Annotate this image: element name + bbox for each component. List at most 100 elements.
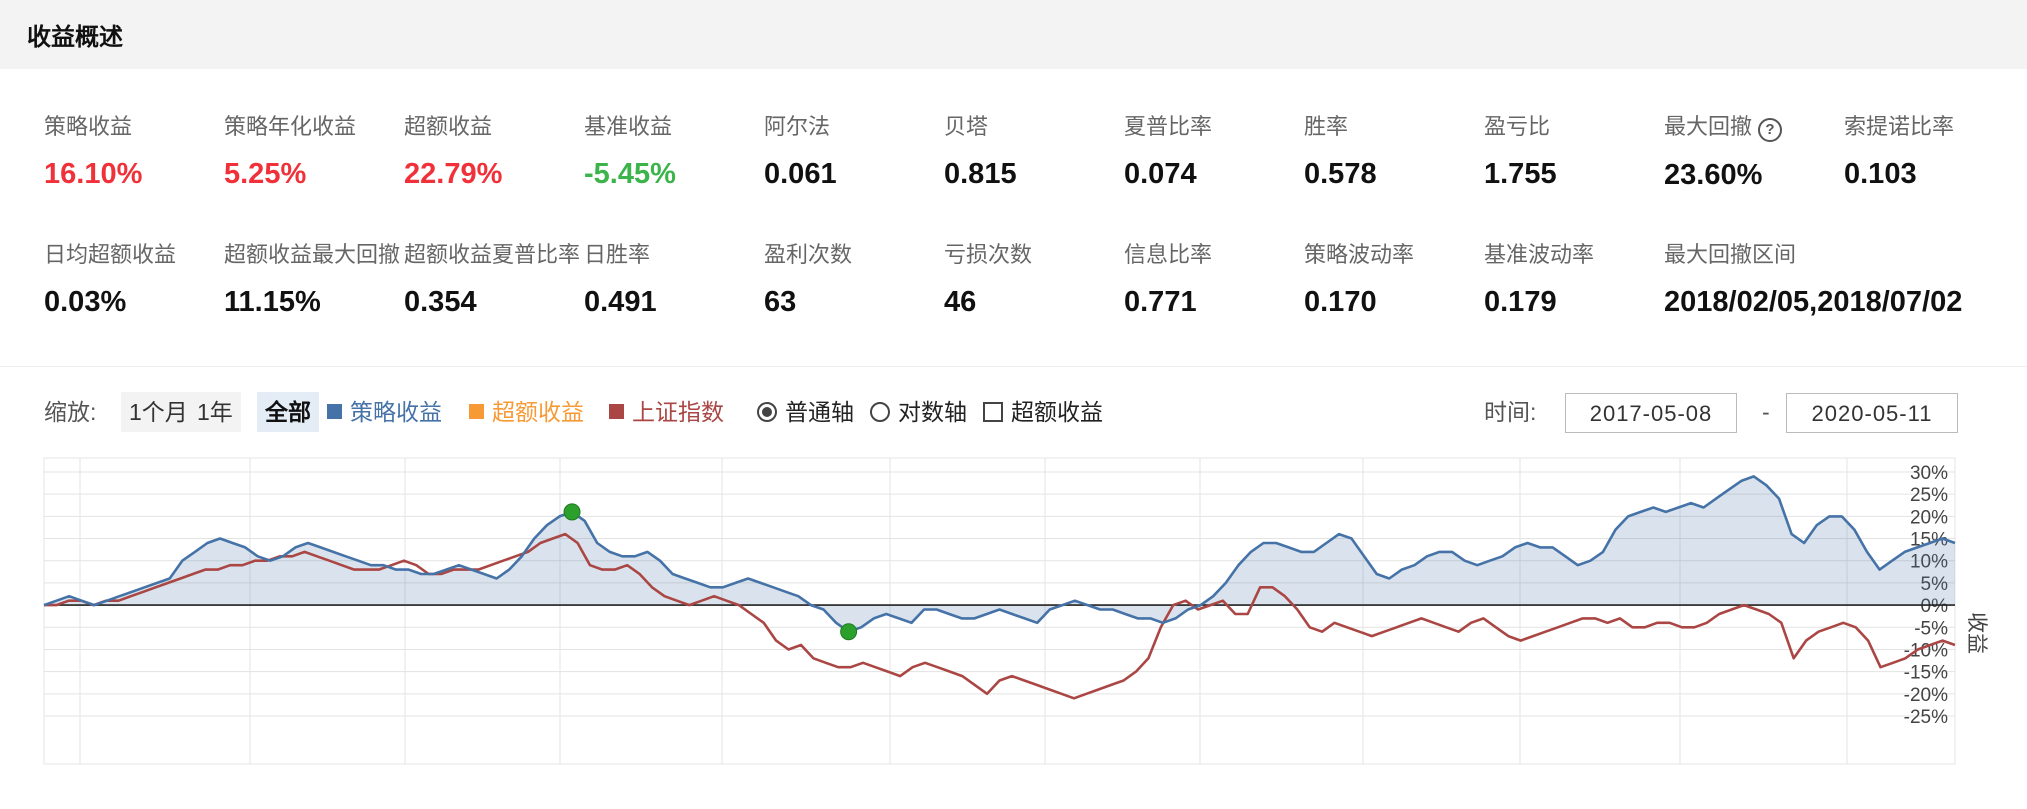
zoom-label: 缩放: xyxy=(44,399,97,425)
metric-label: 夏普比率 xyxy=(1124,114,1213,139)
metric-value: 0.179 xyxy=(1484,286,1557,318)
section-title: 收益概述 xyxy=(27,24,123,51)
metric-value: 2018/02/05,2018/07/02 xyxy=(1664,286,1963,318)
y-tick-label: 0% xyxy=(1921,596,1949,617)
metrics-panel: 策略收益 16.10% 策略年化收益 5.25% 超额收益 22.79% 基准收益 -5.45… xyxy=(0,69,2027,367)
metric-label: 盈利次数 xyxy=(764,242,853,267)
metric-label: 基准收益 xyxy=(584,114,673,139)
y-tick-label: -5% xyxy=(1914,618,1948,639)
legend-swatch-strategy xyxy=(327,404,342,420)
start-date-input[interactable]: 2017-05-08 xyxy=(1565,393,1737,433)
legend-item-benchmark[interactable]: 上证指数 xyxy=(609,392,724,432)
y-tick-label: 20% xyxy=(1910,507,1948,528)
metric-label: 策略收益 xyxy=(44,114,133,139)
metric-label: 胜率 xyxy=(1304,114,1349,139)
y-tick-label: 25% xyxy=(1910,485,1948,506)
metric-value: 23.60% xyxy=(1664,158,1763,191)
metric-label: 超额收益 xyxy=(404,114,493,139)
excess-return-checkbox[interactable]: 超额收益 xyxy=(983,392,1103,432)
metric-item: 信息比率 0.771 xyxy=(1124,237,1314,319)
metric-item: 夏普比率 0.074 xyxy=(1124,109,1314,191)
linear-axis-radio[interactable]: 普通轴 xyxy=(757,392,854,432)
y-tick-label: 10% xyxy=(1910,552,1948,573)
metric-label: 策略年化收益 xyxy=(224,114,357,139)
drawdown-marker xyxy=(840,623,858,641)
checkbox-icon xyxy=(983,401,1003,422)
metric-item: 盈亏比 1.755 xyxy=(1484,109,1674,191)
zoom-all-button[interactable]: 全部 xyxy=(257,392,319,432)
metric-value: 0.03% xyxy=(44,286,127,318)
metric-value: 0.354 xyxy=(404,286,477,318)
series-line-1 xyxy=(44,532,1956,700)
metric-value: 0.815 xyxy=(944,158,1017,190)
y-tick-label: -15% xyxy=(1904,663,1948,684)
y-tick-label: -10% xyxy=(1904,640,1948,661)
metric-item: 索提诺比率 0.103 xyxy=(1844,109,2027,191)
metric-value: 11.15% xyxy=(224,286,321,318)
y-tick-label: -20% xyxy=(1904,685,1948,706)
metric-label: 日胜率 xyxy=(584,242,651,267)
y-axis-label: 收益 xyxy=(1965,612,1988,654)
legend-item-strategy[interactable]: 策略收益 xyxy=(327,392,442,432)
metric-label: 盈亏比 xyxy=(1484,114,1551,139)
metric-label: 贝塔 xyxy=(944,114,989,139)
series-area-0 xyxy=(44,476,1955,632)
metric-item: 亏损次数 46 xyxy=(944,237,1134,319)
zoom-1y-button[interactable]: 1年 xyxy=(189,392,241,432)
metric-value: 22.79% xyxy=(404,158,503,190)
metric-item: 阿尔法 0.061 xyxy=(764,109,954,191)
metric-label: 策略波动率 xyxy=(1304,242,1415,267)
y-tick-label: 30% xyxy=(1910,463,1948,484)
question-circle-icon[interactable]: ? xyxy=(1758,117,1783,142)
log-axis-radio[interactable]: 对数轴 xyxy=(870,392,967,432)
metric-item: 策略年化收益 5.25% xyxy=(224,109,414,191)
metric-label: 日均超额收益 xyxy=(44,242,177,267)
metric-item: 贝塔 0.815 xyxy=(944,109,1134,191)
metric-value: 1.755 xyxy=(1484,158,1557,190)
metric-item: 超额收益 22.79% xyxy=(404,109,594,191)
metric-item: 日胜率 0.491 xyxy=(584,237,774,319)
metric-value: 0.103 xyxy=(1844,158,1917,190)
chart-controls: 缩放: 1个月 1年 全部 策略收益 超额收益 上证指数 普通轴 对数轴 超额收… xyxy=(0,392,2027,432)
metric-value: 0.491 xyxy=(584,286,657,318)
drawdown-marker xyxy=(563,503,581,521)
section-header: 收益概述 xyxy=(0,0,2027,69)
y-tick-label: 5% xyxy=(1921,574,1949,595)
radio-icon xyxy=(757,401,777,422)
time-label: 时间: xyxy=(1484,399,1537,425)
metric-value: 5.25% xyxy=(224,158,307,190)
metric-value: 0.771 xyxy=(1124,286,1197,318)
metric-item: 基准波动率 0.179 xyxy=(1484,237,1674,319)
metric-item: 胜率 0.578 xyxy=(1304,109,1494,191)
metric-value: 0.170 xyxy=(1304,286,1377,318)
metric-value: 0.578 xyxy=(1304,158,1377,190)
legend-label-excess: 超额收益 xyxy=(492,399,584,425)
radio-icon xyxy=(870,401,890,422)
legend-label-benchmark: 上证指数 xyxy=(632,399,724,425)
metric-label: 最大回撤 xyxy=(1664,114,1753,139)
metric-value: 0.074 xyxy=(1124,158,1197,190)
metric-label: 基准波动率 xyxy=(1484,242,1595,267)
end-date-input[interactable]: 2020-05-11 xyxy=(1786,393,1958,433)
metric-item: 超额收益最大回撤 11.15% xyxy=(224,237,414,319)
metric-label: 超额收益夏普比率 xyxy=(404,242,581,267)
date-separator: - xyxy=(1762,399,1770,425)
log-axis-label: 对数轴 xyxy=(898,399,967,425)
metric-value: 0.061 xyxy=(764,158,837,190)
metric-label: 索提诺比率 xyxy=(1844,114,1955,139)
metric-item: 策略波动率 0.170 xyxy=(1304,237,1494,319)
y-tick-label: -25% xyxy=(1904,707,1948,728)
metric-label: 阿尔法 xyxy=(764,114,831,139)
plot-area xyxy=(43,457,1956,765)
zoom-1m-button[interactable]: 1个月 xyxy=(121,392,196,432)
metric-item: 日均超额收益 0.03% xyxy=(44,237,234,319)
series-line-0 xyxy=(43,475,1956,633)
metric-item: 基准收益 -5.45% xyxy=(584,109,774,191)
metric-value: 16.10% xyxy=(44,158,143,190)
metric-value: -5.45% xyxy=(584,158,676,190)
metric-label: 亏损次数 xyxy=(944,242,1033,267)
legend-label-strategy: 策略收益 xyxy=(350,399,442,425)
returns-chart: 30%25%20%15%10%5%0%-5%-10%-15%-20%-25%收益 xyxy=(43,457,1988,765)
metric-item: 超额收益夏普比率 0.354 xyxy=(404,237,594,319)
legend-item-excess[interactable]: 超额收益 xyxy=(469,392,584,432)
